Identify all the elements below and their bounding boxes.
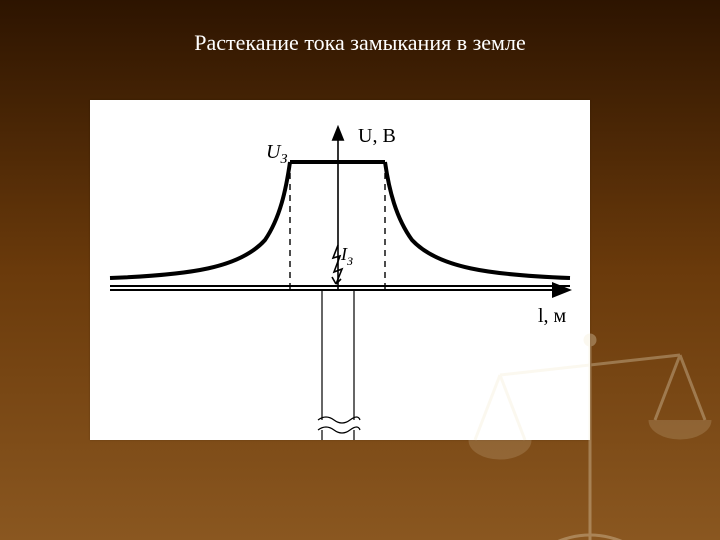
slide-title: Растекание тока замыкания в земле [0, 30, 720, 56]
iz-label: IЗ [340, 244, 353, 268]
y-axis-label: U, B [358, 125, 396, 147]
uz-label: UЗ [266, 141, 287, 167]
curve-right [385, 162, 570, 278]
iz-label-sub: З [347, 254, 353, 268]
figure-svg: U, B UЗ IЗ l, м [90, 100, 590, 440]
slide: Растекание тока замыкания в земле [0, 0, 720, 540]
uz-label-sub: З [280, 152, 287, 167]
iz-bolt-head [332, 277, 341, 284]
figure: U, B UЗ IЗ l, м [90, 100, 590, 440]
x-axis-label: l, м [538, 305, 567, 327]
curve-left [110, 162, 290, 278]
